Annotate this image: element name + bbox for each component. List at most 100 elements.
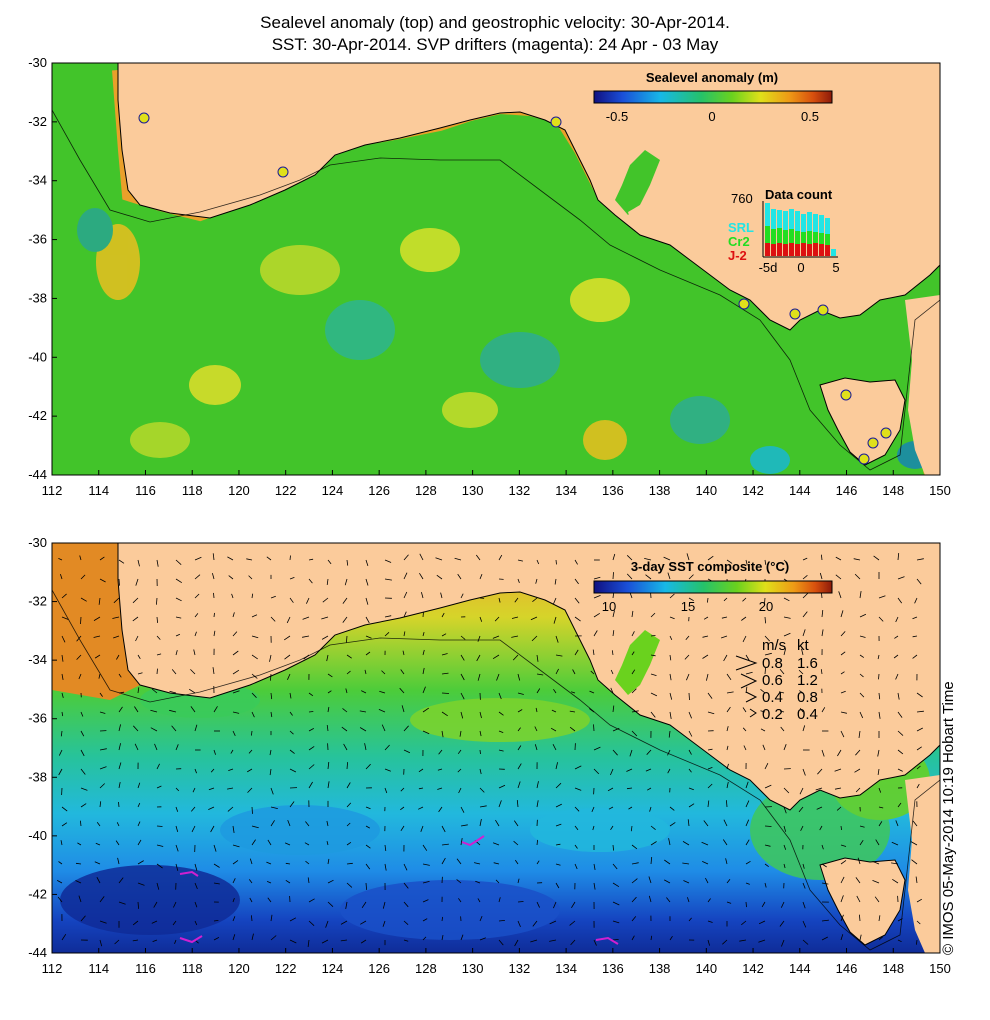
velocity-arrow xyxy=(591,806,595,813)
velocity-arrow xyxy=(248,575,253,580)
velocity-arrow xyxy=(403,901,409,908)
velocity-arrow xyxy=(135,578,139,586)
velocity-arrow xyxy=(498,749,504,752)
velocity-arrow xyxy=(213,863,220,868)
velocity-arrow xyxy=(437,787,443,790)
velocity-arrow xyxy=(208,787,215,791)
data-count-sat-cr2: Cr2 xyxy=(728,234,750,249)
lat-tick-label: -38 xyxy=(28,290,47,305)
velocity-arrow xyxy=(663,556,671,561)
velocity-arrow xyxy=(251,614,258,618)
velocity-arrow xyxy=(403,749,411,754)
velocity-arrow xyxy=(745,901,747,908)
velocity-arrow xyxy=(403,725,409,732)
velocity-arrow xyxy=(438,806,443,813)
velocity-arrow xyxy=(327,559,332,565)
velocity-arrow xyxy=(590,670,595,675)
velocity-arrow xyxy=(743,745,747,751)
velocity-arrow xyxy=(494,616,500,622)
velocity-arrow xyxy=(341,726,348,732)
velocity-arrow xyxy=(910,841,918,846)
lon-tick-label: 132 xyxy=(509,483,531,498)
velocity-arrow xyxy=(669,822,676,827)
velocity-arrow xyxy=(232,669,240,675)
velocity-arrow xyxy=(915,876,918,884)
velocity-arrow xyxy=(156,616,158,623)
velocity-arrow xyxy=(289,801,295,808)
credit-text: © IMOS 05-May-2014 10:19 Hobart Time xyxy=(940,681,957,955)
lon-tick-label: 122 xyxy=(275,961,297,976)
velocity-arrow xyxy=(821,707,826,713)
velocity-arrow xyxy=(460,934,464,941)
velocity-arrow xyxy=(555,823,562,827)
velocity-arrow xyxy=(554,578,557,585)
velocity-arrow xyxy=(834,787,842,790)
velocity-arrow xyxy=(742,727,747,732)
velocity-arrow xyxy=(592,649,595,656)
velocity-arrow xyxy=(916,920,921,925)
velocity-arrow xyxy=(457,573,462,580)
lon-tick-label: 130 xyxy=(462,483,484,498)
velocity-arrow xyxy=(701,841,709,846)
velocity-arrow xyxy=(118,877,124,884)
velocity-arrow xyxy=(365,806,371,810)
velocity-arrow xyxy=(322,597,329,603)
velocity-arrow xyxy=(232,934,236,941)
velocity-arrow xyxy=(650,612,656,618)
velocity-arrow xyxy=(669,935,673,941)
velocity-arrow xyxy=(228,768,234,771)
velocity-arrow xyxy=(98,597,101,605)
velocity-arrow xyxy=(688,597,694,602)
velocity-arrow xyxy=(648,876,652,884)
velocity-arrow xyxy=(726,763,729,770)
velocity-arrow xyxy=(134,706,139,713)
velocity-arrow xyxy=(764,635,770,642)
velocity-arrow xyxy=(669,593,675,599)
velocity-arrow xyxy=(213,937,220,941)
velocity-arrow xyxy=(612,920,620,924)
velocity-arrow xyxy=(650,841,657,846)
velocity-arrow xyxy=(365,635,372,639)
lon-tick-label: 136 xyxy=(602,483,624,498)
velocity-arrow xyxy=(630,825,633,832)
velocity-arrow xyxy=(212,553,215,561)
velocity-arrow xyxy=(308,558,314,561)
velocity-arrow xyxy=(287,819,291,827)
velocity-arrow xyxy=(498,730,504,733)
velocity-arrow xyxy=(764,559,767,565)
velocity-arrow xyxy=(707,783,713,789)
velocity-arrow xyxy=(835,556,842,561)
velocity-arrow xyxy=(287,673,291,680)
velocity-arrow xyxy=(118,743,121,751)
velocity-arrow xyxy=(365,559,369,567)
velocity-arrow xyxy=(878,711,881,719)
velocity-arrow xyxy=(422,918,428,922)
velocity-arrow xyxy=(400,787,405,792)
velocity-arrow xyxy=(118,782,121,789)
velocity-arrow xyxy=(779,669,785,675)
velocity-arrow xyxy=(173,901,177,908)
velocity-arrow xyxy=(132,597,139,604)
velocity-arrow xyxy=(855,877,861,884)
ssh-colorbar: Sealevel anomaly (m) -0.5 0 0.5 xyxy=(593,70,833,124)
velocity-arrow xyxy=(194,613,199,618)
velocity-arrow xyxy=(384,844,387,852)
velocity-arrow xyxy=(422,631,425,637)
velocity-arrow xyxy=(403,882,409,889)
velocity-arrow xyxy=(572,669,576,675)
lon-tick-label: 146 xyxy=(836,483,858,498)
velocity-arrow xyxy=(549,920,557,925)
velocity-arrow xyxy=(289,577,295,580)
velocity-arrow xyxy=(384,768,391,772)
velocity-arrow xyxy=(570,939,576,946)
ssh-colorbar-title: Sealevel anomaly (m) xyxy=(646,70,778,85)
ssh-anomaly-blobs xyxy=(77,208,940,475)
velocity-arrow xyxy=(569,726,576,732)
velocity-arrow xyxy=(213,882,220,885)
velocity-arrow xyxy=(555,762,558,770)
velocity-arrow xyxy=(534,726,538,732)
velocity-arrow xyxy=(897,749,904,755)
velocity-arrow xyxy=(460,593,464,599)
velocity-arrow xyxy=(99,783,105,789)
data-count-inset: Data count 760 xyxy=(728,187,840,275)
